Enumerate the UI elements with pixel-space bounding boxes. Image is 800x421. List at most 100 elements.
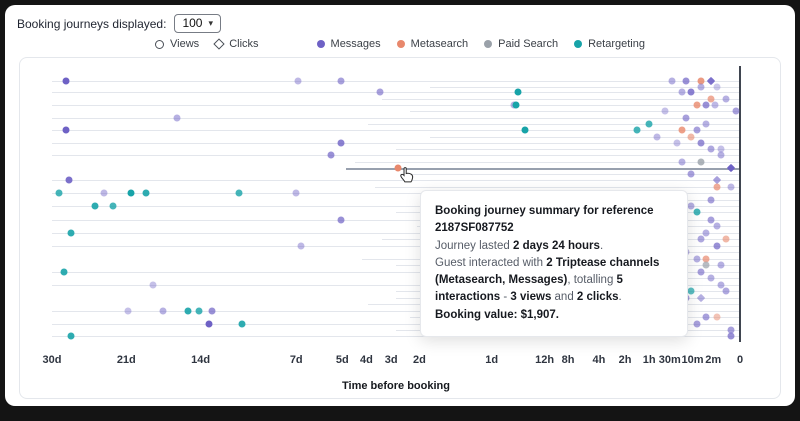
paid_search-view-point[interactable] [702,261,710,269]
messages-view-point[interactable] [682,114,690,122]
metasearch-view-point[interactable] [722,235,730,243]
journey-line[interactable] [52,118,740,120]
messages-view-point[interactable] [294,77,302,85]
journey-line[interactable] [52,284,740,286]
messages-view-point[interactable] [717,145,725,153]
messages-view-point[interactable] [713,222,721,230]
messages-view-point[interactable] [100,189,108,197]
messages-view-point[interactable] [693,320,701,328]
messages-view-point[interactable] [702,313,710,321]
legend-messages[interactable]: Messages [316,38,381,50]
retargeting-view-point[interactable] [633,126,641,134]
metasearch-view-point[interactable] [702,255,710,263]
legend-clicks[interactable]: Clicks [213,38,259,50]
messages-view-point[interactable] [727,332,735,340]
journey-line[interactable] [354,161,740,163]
metasearch-view-point[interactable] [693,101,701,109]
retargeting-view-point[interactable] [184,307,192,315]
messages-view-point[interactable] [707,216,715,224]
messages-view-point[interactable] [707,145,715,153]
journey-line[interactable] [52,323,740,325]
journey-line[interactable] [52,130,740,132]
journey-line[interactable] [52,245,740,247]
journey-line[interactable] [52,219,740,221]
messages-view-point[interactable] [697,139,705,147]
messages-view-point[interactable] [661,107,669,115]
messages-view-point[interactable] [208,307,216,315]
metasearch-view-point[interactable] [707,95,715,103]
messages-view-point[interactable] [722,287,730,295]
messages-view-point[interactable] [697,235,705,243]
messages-view-point[interactable] [702,229,710,237]
messages-view-point[interactable] [678,158,686,166]
journey-line[interactable] [52,335,740,337]
messages-view-point[interactable] [337,216,345,224]
retargeting-view-point[interactable] [693,208,701,216]
legend-metasearch[interactable]: Metasearch [396,38,468,50]
messages-view-point[interactable] [717,261,725,269]
messages-view-point[interactable] [173,114,181,122]
retargeting-view-point[interactable] [195,307,203,315]
messages-view-point[interactable] [693,255,701,263]
journeys-count-select[interactable]: 100 ▾ [174,14,221,33]
messages-view-point[interactable] [713,83,721,91]
journey-line[interactable] [52,310,740,312]
journey-line[interactable] [52,81,740,83]
journey-line[interactable] [52,143,740,145]
messages-view-point[interactable] [678,88,686,96]
journey-line[interactable] [52,92,740,94]
journey-line[interactable] [52,193,740,195]
journey-line[interactable] [409,111,740,113]
retargeting-view-point[interactable] [127,189,135,197]
messages-view-point[interactable] [205,320,213,328]
messages-view-point[interactable] [727,326,735,334]
messages-click-point[interactable] [726,163,736,173]
messages-view-point[interactable] [702,120,710,128]
retargeting-view-point[interactable] [687,287,695,295]
legend-paid-search[interactable]: Paid Search [484,38,558,50]
retargeting-view-point[interactable] [142,189,150,197]
messages-view-point[interactable] [707,274,715,282]
messages-view-point[interactable] [62,77,70,85]
retargeting-view-point[interactable] [512,101,520,109]
legend-views[interactable]: Views [155,38,199,50]
messages-view-point[interactable] [673,139,681,147]
metasearch-view-point[interactable] [394,164,402,172]
metasearch-view-point[interactable] [687,133,695,141]
messages-view-point[interactable] [713,242,721,250]
messages-view-point[interactable] [159,307,167,315]
journey-line[interactable] [52,271,740,273]
journey-line[interactable] [375,186,740,188]
journey-line[interactable] [382,98,740,100]
retargeting-view-point[interactable] [514,88,522,96]
messages-view-point[interactable] [292,189,300,197]
messages-view-point[interactable] [653,133,661,141]
messages-view-point[interactable] [124,307,132,315]
retargeting-view-point[interactable] [235,189,243,197]
messages-view-point[interactable] [687,88,695,96]
messages-view-point[interactable] [707,196,715,204]
retargeting-view-point[interactable] [521,126,529,134]
messages-view-point[interactable] [697,268,705,276]
messages-view-point[interactable] [337,77,345,85]
messages-view-point[interactable] [687,202,695,210]
retargeting-view-point[interactable] [645,120,653,128]
messages-view-point[interactable] [711,101,719,109]
journey-line[interactable] [396,149,740,151]
messages-view-point[interactable] [682,77,690,85]
retargeting-view-point[interactable] [67,332,75,340]
messages-view-point[interactable] [702,101,710,109]
journey-line[interactable] [52,206,740,208]
messages-view-point[interactable] [62,126,70,134]
messages-view-point[interactable] [327,151,335,159]
messages-view-point[interactable] [376,88,384,96]
messages-view-point[interactable] [732,107,740,115]
metasearch-view-point[interactable] [697,77,705,85]
journey-line[interactable] [430,86,740,88]
messages-view-point[interactable] [693,126,701,134]
messages-click-point[interactable] [697,293,706,302]
messages-view-point[interactable] [337,139,345,147]
messages-view-point[interactable] [297,242,305,250]
journey-line[interactable] [368,124,740,126]
messages-view-point[interactable] [65,176,72,184]
